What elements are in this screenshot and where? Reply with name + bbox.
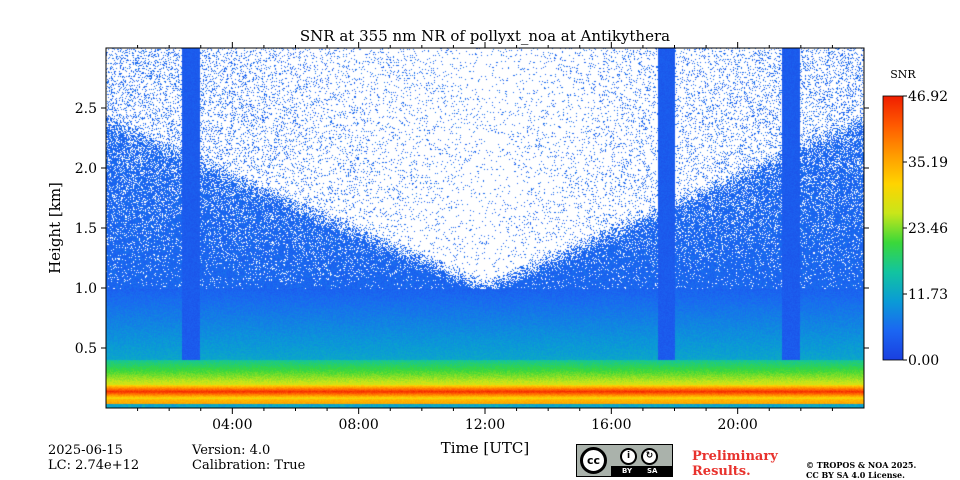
copyright-line-1: © TROPOS & NOA 2025. — [806, 460, 917, 470]
footer-date: 2025-06-15 — [48, 443, 123, 458]
y-axis-label: Height [km] — [46, 182, 64, 274]
y-tick-label: 1.5 — [75, 221, 97, 237]
y-axis-ticks: 0.5 1.0 1.5 2.0 2.5 — [75, 101, 869, 357]
y-tick-label: 2.0 — [75, 161, 97, 177]
colorbar-tick-label: 46.92 — [908, 89, 948, 105]
heatmap-layer — [106, 48, 864, 408]
snr-heatmap — [106, 48, 864, 408]
share-alike-icon: ↻ — [641, 448, 658, 465]
x-tick-label: 08:00 — [338, 417, 378, 433]
footer-version: Version: 4.0 — [192, 443, 271, 458]
cc-badge-band: BY SA — [611, 466, 672, 476]
copyright-note: © TROPOS & NOA 2025. CC BY SA 4.0 Licens… — [806, 460, 916, 480]
footer-lc: LC: 2.74e+12 — [48, 458, 140, 473]
colorbar-label: SNR — [890, 68, 916, 81]
colorbar-ticks: 0.00 11.73 23.46 35.19 46.92 — [903, 89, 948, 369]
footer-calibration: Calibration: True — [192, 458, 306, 473]
y-tick-label: 0.5 — [75, 341, 97, 357]
colorbar-tick-label: 35.19 — [908, 155, 948, 171]
preliminary-line-1: Preliminary — [692, 449, 778, 464]
by-attribution-icon: i — [620, 448, 637, 465]
colorbar-tick-label: 23.46 — [908, 221, 948, 237]
copyright-line-2: CC BY SA 4.0 License. — [806, 470, 905, 480]
cc-license-badge: cc i ↻ BY SA — [576, 444, 673, 477]
x-axis-label: Time [UTC] — [441, 439, 530, 457]
preliminary-results-note: Preliminary Results. — [692, 449, 778, 479]
x-tick-label: 04:00 — [212, 417, 252, 433]
x-axis-ticks: 04:00 08:00 12:00 16:00 20:00 — [137, 42, 833, 433]
x-tick-label: 20:00 — [717, 417, 757, 433]
colorbar — [882, 95, 904, 361]
x-tick-label: 16:00 — [591, 417, 631, 433]
chart-title: SNR at 355 nm NR of pollyxt_noa at Antik… — [300, 27, 670, 45]
x-tick-label: 12:00 — [465, 417, 505, 433]
y-tick-label: 2.5 — [75, 101, 97, 117]
y-tick-label: 1.0 — [75, 281, 97, 297]
colorbar-tick-label: 11.73 — [908, 287, 948, 303]
colorbar-tick-label: 0.00 — [908, 353, 939, 369]
cc-badge-by-label: BY — [622, 467, 633, 475]
cc-logo-icon: cc — [580, 447, 607, 474]
cc-badge-sa-label: SA — [647, 467, 658, 475]
preliminary-line-2: Results. — [692, 464, 751, 479]
